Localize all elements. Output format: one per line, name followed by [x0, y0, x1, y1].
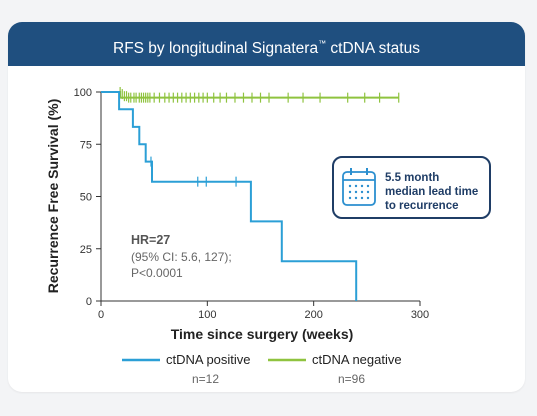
legend-label-negative: ctDNA negative — [312, 352, 402, 367]
callout-line-1: 5.5 month — [385, 172, 439, 184]
y-tick-label: 50 — [80, 192, 92, 204]
legend-label-positive: ctDNA positive — [166, 352, 251, 367]
x-tick-label: 100 — [198, 309, 216, 321]
confidence-interval-label: (95% CI: 5.6, 127); — [131, 250, 232, 264]
y-tick-label: 25 — [80, 244, 92, 256]
chart-title-suffix: ctDNA status — [326, 40, 420, 57]
legend: ctDNA positive n=12 ctDNA negative n=96 — [122, 352, 402, 386]
legend-n-positive: n=12 — [192, 372, 219, 386]
lead-time-callout: 5.5 month median lead time to recurrence — [332, 156, 491, 219]
x-axis-title: Time since surgery (weeks) — [171, 326, 354, 342]
x-tick-label: 0 — [98, 309, 104, 321]
y-tick-label: 100 — [74, 87, 92, 99]
y-axis-title: Recurrence Free Survival (%) — [45, 99, 61, 294]
chart-title: RFS by longitudinal Signatera™ ctDNA sta… — [8, 22, 525, 66]
hazard-ratio-label: HR=27 — [131, 233, 170, 247]
km-line-positive — [101, 91, 358, 301]
chart-title-text: RFS by longitudinal Signatera — [113, 40, 319, 57]
y-tick-label: 75 — [80, 139, 92, 151]
callout-line-2: median lead time — [385, 186, 478, 198]
p-value-label: P<0.0001 — [131, 266, 183, 280]
calendar-icon — [342, 168, 376, 206]
x-tick-label: 300 — [411, 309, 429, 321]
y-tick-label: 0 — [86, 296, 92, 308]
trademark-symbol: ™ — [318, 39, 327, 48]
callout-line-3: to recurrence — [385, 200, 459, 212]
x-tick-label: 200 — [304, 309, 322, 321]
legend-n-negative: n=96 — [338, 372, 365, 386]
